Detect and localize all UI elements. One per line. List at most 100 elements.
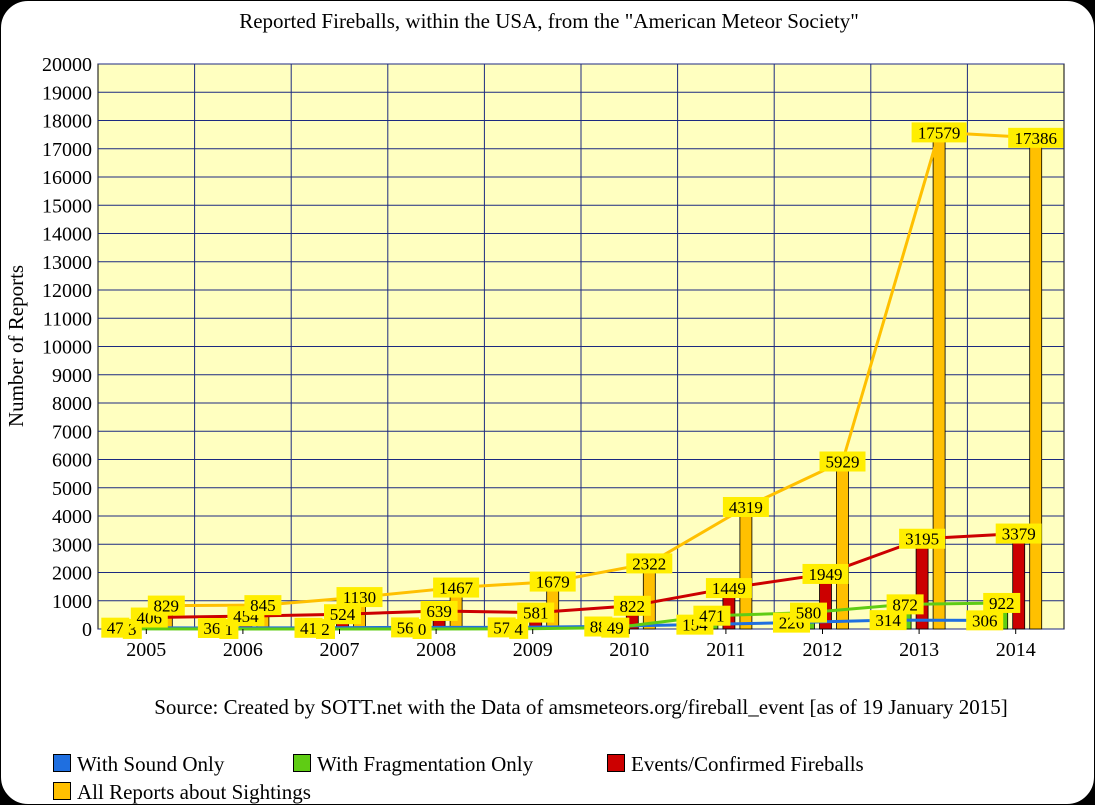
- legend-swatch-green: [293, 754, 311, 772]
- data-label-2: 581: [517, 602, 555, 623]
- y-tick-label: 2000: [52, 563, 92, 585]
- legend-label: All Reports about Sightings: [77, 780, 311, 804]
- data-label-text: 2: [321, 620, 330, 639]
- x-tick-label: 2008: [416, 639, 456, 661]
- chart-title: Reported Fireballs, within the USA, from…: [239, 9, 859, 33]
- data-label-text: 5929: [826, 453, 860, 472]
- x-tick-label: 2014: [996, 639, 1036, 661]
- data-label-3: 5929: [819, 451, 866, 472]
- data-label-1: 872: [886, 594, 924, 615]
- y-axis-label: Number of Reports: [4, 265, 28, 427]
- data-label-text: 4319: [729, 498, 763, 517]
- trend-line-2: [149, 532, 1019, 620]
- y-tick-label: 14000: [42, 224, 92, 246]
- data-label-bg: [101, 617, 130, 638]
- data-label-bg: [966, 610, 1004, 631]
- legend-label: Events/Confirmed Fireballs: [631, 752, 864, 776]
- y-tick-label: 6000: [52, 450, 92, 472]
- data-label-text: 2322: [632, 554, 666, 573]
- data-label-text: 1679: [536, 573, 570, 592]
- x-tick-label: 2010: [609, 639, 649, 661]
- data-label-text: 56: [397, 618, 414, 637]
- data-label-bg: [147, 595, 185, 616]
- y-axis-ticks: 0 1000 2000 3000 4000 5000 6000 7000 8000 9000 100…: [42, 54, 92, 641]
- legend-swatch-red: [607, 754, 625, 772]
- y-tick-label: 4000: [52, 506, 92, 528]
- legend-all-reports: All Reports about Sightings: [53, 780, 311, 804]
- legend-sound-only: With Sound Only: [53, 752, 224, 777]
- data-label-text: 872: [892, 595, 918, 614]
- data-label-text: 41: [300, 619, 317, 638]
- data-label-bg: [983, 592, 1021, 613]
- data-label-3: 1130: [336, 587, 383, 608]
- data-label-bg: [869, 610, 907, 631]
- y-tick-label: 8000: [52, 393, 92, 415]
- data-label-3: 1467: [433, 577, 480, 598]
- legend-fragmentation-only: With Fragmentation Only: [293, 752, 533, 777]
- data-label-2: 524: [324, 604, 361, 625]
- y-tick-label: 16000: [42, 167, 92, 189]
- data-label-text: 0: [418, 620, 427, 639]
- data-label-bg: [420, 600, 458, 621]
- data-label-bg: [336, 587, 383, 608]
- x-tick-label: 2011: [706, 639, 745, 661]
- x-tick-label: 2013: [899, 639, 939, 661]
- data-label-bg: [601, 617, 630, 638]
- legend-confirmed-fireballs: Events/Confirmed Fireballs: [607, 752, 864, 777]
- legend-swatch-blue: [53, 754, 71, 772]
- data-label-2: 3195: [899, 528, 946, 549]
- data-label-1: 49: [601, 617, 630, 638]
- data-label-bg: [412, 619, 432, 639]
- y-tick-label: 9000: [52, 365, 92, 387]
- data-label-bg: [886, 594, 924, 615]
- data-label-bg: [433, 577, 480, 598]
- y-tick-label: 11000: [43, 308, 92, 330]
- bar-3: [739, 506, 753, 630]
- data-label-0: 314: [869, 610, 907, 631]
- data-label-0: 47: [101, 617, 130, 638]
- data-label-bg: [509, 618, 529, 639]
- data-label-bg: [722, 496, 769, 517]
- data-label-text: 1949: [809, 565, 843, 584]
- bar-2: [1012, 533, 1026, 630]
- data-label-1: 0: [412, 619, 432, 639]
- data-label-0: 56: [391, 617, 420, 638]
- y-tick-label: 7000: [52, 421, 92, 443]
- data-label-text: 1467: [439, 579, 474, 598]
- y-tick-label: 20000: [42, 54, 92, 76]
- data-label-3: 4319: [722, 496, 769, 517]
- data-label-bg: [529, 571, 576, 592]
- data-label-bg: [995, 523, 1042, 544]
- data-label-text: 47: [107, 619, 125, 638]
- data-label-2: 822: [613, 595, 651, 616]
- bar-3: [1029, 137, 1043, 630]
- x-tick-label: 2005: [126, 639, 166, 661]
- data-label-text: 57: [493, 618, 511, 637]
- data-label-bg: [391, 617, 420, 638]
- x-tick-label: 2009: [513, 639, 553, 661]
- trend-line-3: [166, 130, 1036, 608]
- data-label-bg: [517, 602, 555, 623]
- data-label-text: 822: [620, 597, 646, 616]
- y-tick-label: 1000: [52, 591, 92, 613]
- data-label-text: 1130: [343, 588, 376, 607]
- data-label-text: 49: [607, 619, 624, 638]
- data-label-0: 36: [197, 617, 226, 638]
- data-label-text: 3: [128, 620, 137, 639]
- data-label-text: 581: [523, 604, 549, 623]
- data-label-bg: [613, 595, 651, 616]
- data-label-3: 17386: [1008, 127, 1064, 148]
- data-label-bg: [324, 604, 361, 625]
- data-label-bg: [197, 617, 226, 638]
- data-label-bg: [693, 605, 731, 626]
- data-label-2: 1449: [705, 578, 752, 599]
- data-label-text: 3195: [905, 530, 939, 549]
- bar-3: [836, 461, 849, 630]
- data-label-0: 306: [966, 610, 1004, 631]
- data-label-bg: [487, 617, 516, 638]
- y-tick-label: 10000: [42, 337, 92, 359]
- data-label-1: 471: [693, 605, 731, 626]
- data-label-2: 3379: [995, 523, 1042, 544]
- data-label-text: 639: [426, 602, 452, 621]
